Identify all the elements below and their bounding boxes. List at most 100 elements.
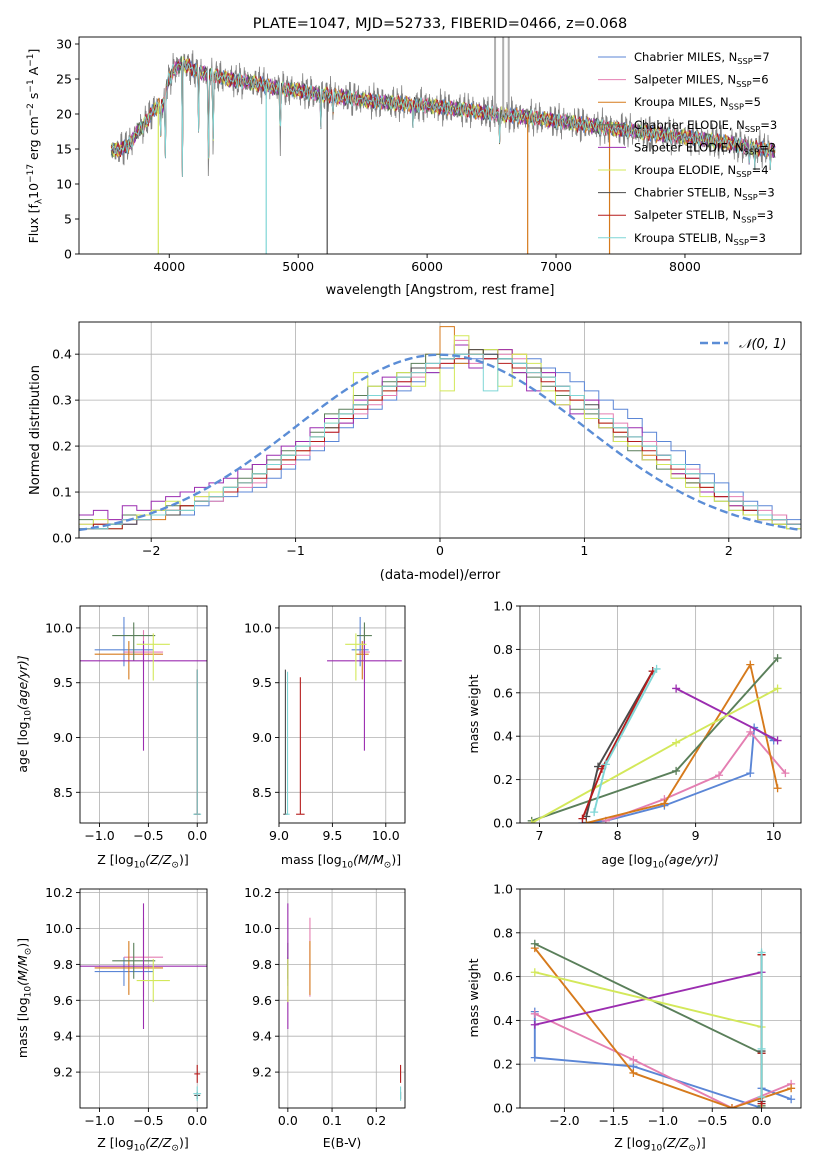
x-tick-label: 0.2 bbox=[366, 1113, 386, 1128]
y-tick-label: 0.4 bbox=[493, 1013, 513, 1028]
label-part: Chabrier STELIB, N bbox=[634, 186, 742, 200]
plot-area bbox=[80, 903, 207, 1101]
y-tick-label: 1.0 bbox=[493, 882, 513, 897]
y-tick-label: 9.6 bbox=[252, 993, 272, 1008]
weight-point-marker bbox=[629, 1055, 638, 1064]
weight-line-3 bbox=[531, 657, 779, 822]
label-part: λ bbox=[35, 198, 45, 204]
label-part: Z [log bbox=[97, 852, 133, 867]
weight-point-marker bbox=[757, 1044, 766, 1053]
y-axis-label: Flux [fλ10−17 erg cm−2 s−1 A−1] bbox=[26, 49, 45, 244]
label-part: −1 bbox=[26, 54, 36, 67]
label-part: 10 bbox=[134, 1144, 146, 1154]
y-tick-label: 9.2 bbox=[53, 1065, 73, 1080]
x-tick-label: 0.1 bbox=[322, 1113, 342, 1128]
model-spectrum-8 bbox=[110, 59, 776, 178]
y-tick-label: 9.5 bbox=[53, 675, 73, 690]
weight-point-marker bbox=[773, 784, 782, 793]
x-tick-label: 10 bbox=[766, 828, 782, 843]
x-tick-label: −2 bbox=[142, 543, 160, 558]
x-tick-label: −1.0 bbox=[84, 828, 114, 843]
y-axis-label: age [log10(age/yr)] bbox=[15, 655, 34, 772]
x-tick-label: 10.0 bbox=[372, 828, 400, 843]
label-part: age [log bbox=[15, 721, 30, 772]
label-part: s bbox=[26, 93, 41, 104]
age-vs-metallicity-panel: −1.0 −0.5 0.08.59.09.510.0Z [log10(Z/Z⊙)]a… bbox=[15, 605, 208, 871]
label-part: =4 bbox=[752, 163, 769, 177]
plot-area bbox=[79, 326, 801, 532]
x-axis-label: (data-model)/error bbox=[380, 568, 501, 583]
y-tick-label: 10 bbox=[56, 177, 72, 192]
label-part: =3 bbox=[760, 118, 777, 132]
x-tick-label: 5000 bbox=[282, 259, 314, 274]
label-part: 10 bbox=[24, 710, 34, 722]
y-tick-label: 0.8 bbox=[493, 925, 513, 940]
label-part: 10 bbox=[134, 861, 146, 871]
weight-point-marker bbox=[530, 1053, 539, 1062]
y-tick-label: 10.0 bbox=[45, 620, 73, 635]
legend-entry: Kroupa STELIB, NSSP=3 bbox=[634, 231, 766, 247]
y-tick-label: 0.4 bbox=[52, 347, 72, 362]
label-part: =7 bbox=[753, 50, 770, 64]
weight-point-marker bbox=[746, 769, 755, 778]
label-part: =6 bbox=[752, 73, 769, 87]
x-tick-label: −0.5 bbox=[697, 1113, 727, 1128]
label-part: Salpeter STELIB, N bbox=[634, 208, 741, 222]
y-tick-label: 10.0 bbox=[45, 921, 73, 936]
label-part: wavelength [Angstrom, rest frame] bbox=[326, 283, 555, 298]
spectrum-panel: PLATE=1047, MJD=52733, FIBERID=0466, z=0… bbox=[26, 16, 802, 298]
label-part: age [log bbox=[601, 852, 652, 867]
label-part: Kroupa ELODIE, N bbox=[634, 163, 736, 177]
label-part: Flux [f bbox=[26, 204, 41, 244]
y-tick-label: 0.2 bbox=[52, 439, 72, 454]
label-part: )] bbox=[179, 1135, 189, 1150]
weight-point-marker bbox=[773, 736, 782, 745]
label-part: −1 bbox=[26, 79, 36, 92]
label-part: Chabrier ELODIE, N bbox=[634, 118, 745, 132]
x-tick-label: 0.0 bbox=[278, 1113, 298, 1128]
weight-point-marker bbox=[652, 664, 661, 673]
legend-entry: Salpeter ELODIE, NSSP=2 bbox=[634, 140, 776, 156]
weight-point-marker bbox=[601, 760, 610, 769]
x-tick-label: 8 bbox=[614, 828, 622, 843]
y-tick-label: 0.6 bbox=[493, 969, 513, 984]
plot-area bbox=[110, 37, 776, 254]
x-tick-label: −0.5 bbox=[133, 1113, 163, 1128]
label-part: Z [log bbox=[97, 1135, 133, 1150]
label-part: mass [log bbox=[15, 997, 30, 1058]
y-tick-label: 8.5 bbox=[252, 785, 272, 800]
y-tick-label: 0.4 bbox=[493, 729, 513, 744]
label-part: 10 bbox=[342, 861, 354, 871]
label-part: SSP bbox=[737, 56, 752, 66]
weight-point-marker bbox=[660, 799, 669, 808]
weight-point-marker bbox=[787, 1095, 796, 1104]
x-axis-label: E(B-V) bbox=[323, 1135, 362, 1150]
weight-point-marker bbox=[787, 1084, 796, 1093]
label-part: =3 bbox=[757, 208, 774, 222]
y-tick-label: 9.4 bbox=[252, 1029, 272, 1044]
label-part: =3 bbox=[758, 186, 775, 200]
label-part: mass weight bbox=[466, 674, 481, 753]
weight-point-marker bbox=[672, 766, 681, 775]
plot-area bbox=[527, 654, 790, 823]
chart-title: PLATE=1047, MJD=52733, FIBERID=0466, z=0… bbox=[253, 16, 627, 32]
x-tick-label: 0.0 bbox=[187, 828, 207, 843]
weight-point-marker bbox=[781, 769, 790, 778]
y-axis-label: mass [log10(M/M⊙)] bbox=[15, 938, 34, 1058]
y-tick-label: 0.6 bbox=[493, 685, 513, 700]
label-part: SSP bbox=[736, 169, 751, 179]
y-tick-label: 9.2 bbox=[252, 1065, 272, 1080]
normal-distribution-curve bbox=[79, 353, 801, 532]
y-tick-label: 10.2 bbox=[244, 885, 272, 900]
y-tick-label: 0.3 bbox=[52, 393, 72, 408]
label-part: ⊙ bbox=[171, 861, 179, 871]
x-tick-label: −1 bbox=[286, 543, 304, 558]
label-part: SSP bbox=[741, 214, 756, 224]
x-tick-label: 0.0 bbox=[752, 1113, 772, 1128]
label-part: ⊙ bbox=[24, 948, 34, 956]
y-tick-label: 9.0 bbox=[53, 730, 73, 745]
label-part: (Z/Z bbox=[145, 1135, 172, 1150]
histogram-series-8 bbox=[79, 353, 801, 530]
legend-entry: Kroupa ELODIE, NSSP=4 bbox=[634, 163, 769, 179]
